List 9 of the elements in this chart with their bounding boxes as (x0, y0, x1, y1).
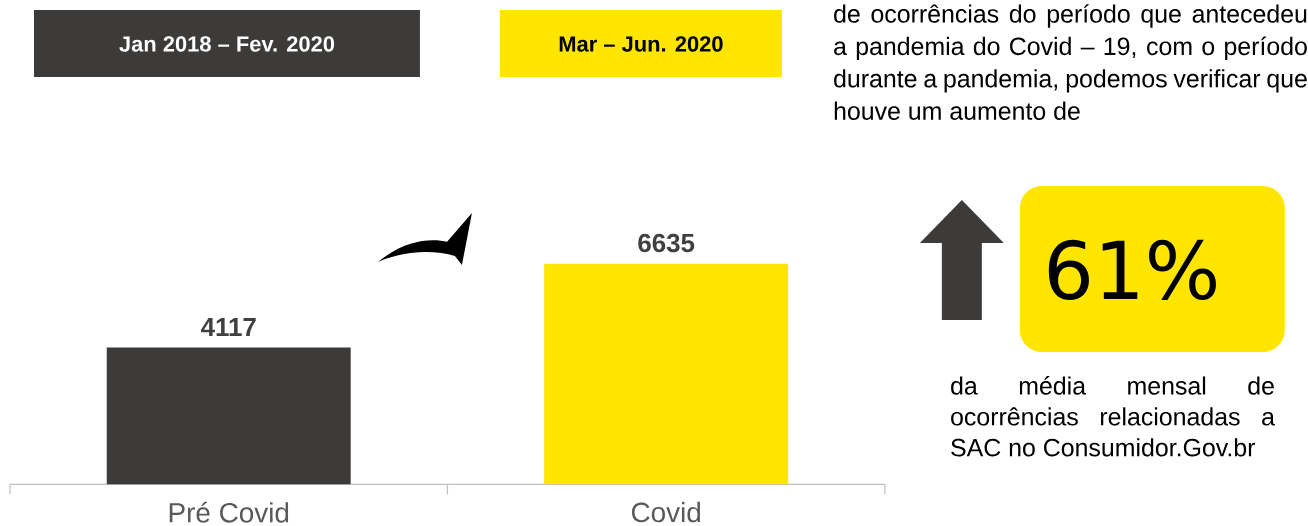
text: da média mensal de ocorrências relacionadas a SAC no Consumidor.Gov.br (951, 376, 1275, 457)
text: de ocorrências do período que antecedeu a pandemia do Covid – 19, com o período durante a pandemia, podemos verificar que houve um aumento de (834, 4, 1307, 120)
text: 61% (1048, 239, 1216, 301)
data-label: 6635 (638, 233, 695, 253)
text: Mar – Jun. 2020 (559, 36, 723, 52)
x-tick-label: Pré Covid (169, 501, 289, 523)
x-tick-label: Covid (631, 501, 701, 523)
text: Jan 2018 – Fev. 2020 (119, 36, 335, 52)
data-label: 4117 (201, 318, 256, 336)
